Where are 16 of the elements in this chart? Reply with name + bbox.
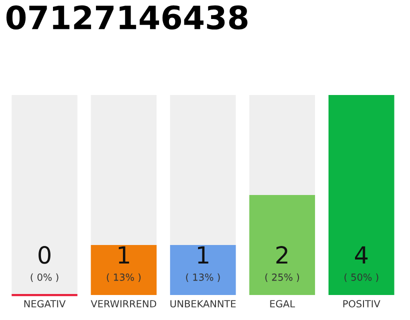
data-label: 2 (276, 246, 288, 264)
x-tick-label: NEGATIV (24, 300, 66, 308)
x-tick-label: POSITIV (343, 300, 380, 308)
annotation: ( 13% ) (106, 273, 141, 282)
data-label: 1 (118, 246, 130, 264)
annotation: ( 0% ) (30, 273, 58, 282)
x-tick-label: EGAL (270, 300, 295, 308)
data-label: 0 (38, 246, 50, 264)
annotation: ( 50% ) (344, 273, 378, 282)
chart-title: 07127146438 (6, 5, 248, 30)
annotation: ( 13% ) (186, 273, 220, 282)
x-tick-label: VERWIRREND (90, 300, 156, 308)
data-label: 1 (198, 246, 208, 264)
x-tick-label: UNBEKANNTE (170, 300, 236, 308)
annotation: ( 25% ) (265, 273, 300, 282)
data-label: 4 (355, 246, 368, 264)
